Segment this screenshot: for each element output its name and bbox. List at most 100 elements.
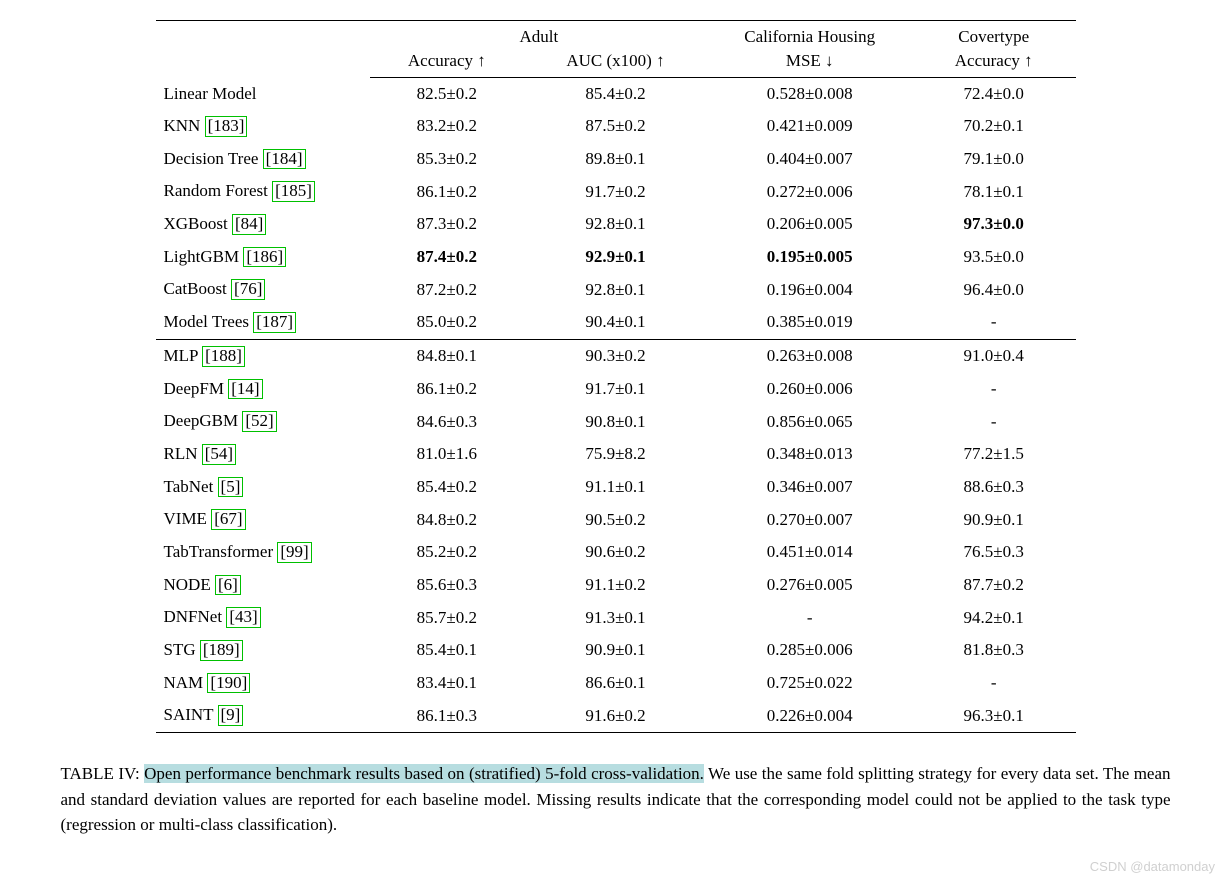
table-row: RLN [54]81.0±1.675.9±8.20.348±0.01377.2±… <box>156 438 1076 471</box>
citation-ref[interactable]: [14] <box>228 379 262 400</box>
col-mse: MSE ↓ <box>707 49 911 78</box>
cell-accuracy: 84.8±0.1 <box>370 339 523 372</box>
cell-auc: 91.7±0.2 <box>523 175 707 208</box>
cell-cover: 79.1±0.0 <box>912 143 1076 176</box>
citation-ref[interactable]: [183] <box>205 116 248 137</box>
cell-auc: 92.9±0.1 <box>523 241 707 274</box>
citation-ref[interactable]: [52] <box>242 411 276 432</box>
cell-accuracy: 85.2±0.2 <box>370 536 523 569</box>
cell-mse: 0.206±0.005 <box>707 208 911 241</box>
cell-mse: 0.421±0.009 <box>707 110 911 143</box>
cell-auc: 90.4±0.1 <box>523 306 707 339</box>
model-name: MLP [188] <box>156 339 371 372</box>
cell-cover: - <box>912 373 1076 406</box>
cell-accuracy: 87.3±0.2 <box>370 208 523 241</box>
citation-ref[interactable]: [184] <box>263 149 306 170</box>
table-row: Decision Tree [184]85.3±0.289.8±0.10.404… <box>156 143 1076 176</box>
cell-accuracy: 85.4±0.2 <box>370 471 523 504</box>
cell-auc: 75.9±8.2 <box>523 438 707 471</box>
table-row: Model Trees [187]85.0±0.290.4±0.10.385±0… <box>156 306 1076 339</box>
model-name: VIME [67] <box>156 503 371 536</box>
table-row: NODE [6]85.6±0.391.1±0.20.276±0.00587.7±… <box>156 569 1076 602</box>
cell-accuracy: 81.0±1.6 <box>370 438 523 471</box>
citation-ref[interactable]: [185] <box>272 181 315 202</box>
citation-ref[interactable]: [186] <box>243 247 286 268</box>
cell-mse: 0.404±0.007 <box>707 143 911 176</box>
citation-ref[interactable]: [84] <box>232 214 266 235</box>
cell-cover: 96.3±0.1 <box>912 699 1076 732</box>
citation-ref[interactable]: [6] <box>215 575 241 596</box>
citation-ref[interactable]: [5] <box>218 477 244 498</box>
citation-ref[interactable]: [67] <box>211 509 245 530</box>
table-row: DeepGBM [52]84.6±0.390.8±0.10.856±0.065- <box>156 405 1076 438</box>
citation-ref[interactable]: [188] <box>202 346 245 367</box>
model-name: LightGBM [186] <box>156 241 371 274</box>
cell-cover: 72.4±0.0 <box>912 78 1076 111</box>
cell-accuracy: 85.7±0.2 <box>370 601 523 634</box>
cell-auc: 92.8±0.1 <box>523 273 707 306</box>
citation-ref[interactable]: [54] <box>202 444 236 465</box>
table-row: NAM [190]83.4±0.186.6±0.10.725±0.022- <box>156 667 1076 700</box>
cell-cover: 96.4±0.0 <box>912 273 1076 306</box>
citation-ref[interactable]: [9] <box>218 705 244 726</box>
cell-auc: 90.8±0.1 <box>523 405 707 438</box>
citation-ref[interactable]: [187] <box>253 312 296 333</box>
cell-accuracy: 84.8±0.2 <box>370 503 523 536</box>
cell-auc: 90.3±0.2 <box>523 339 707 372</box>
caption-label: TABLE IV: <box>61 764 140 783</box>
cell-mse: 0.451±0.014 <box>707 536 911 569</box>
citation-ref[interactable]: [99] <box>277 542 311 563</box>
cell-auc: 87.5±0.2 <box>523 110 707 143</box>
model-name: CatBoost [76] <box>156 273 371 306</box>
cell-accuracy: 87.2±0.2 <box>370 273 523 306</box>
citation-ref[interactable]: [190] <box>207 673 250 694</box>
cell-mse: 0.195±0.005 <box>707 241 911 274</box>
cell-cover: 93.5±0.0 <box>912 241 1076 274</box>
cell-mse: 0.725±0.022 <box>707 667 911 700</box>
cell-auc: 86.6±0.1 <box>523 667 707 700</box>
cell-auc: 90.6±0.2 <box>523 536 707 569</box>
citation-ref[interactable]: [189] <box>200 640 243 661</box>
cell-auc: 85.4±0.2 <box>523 78 707 111</box>
col-group-california: California Housing <box>707 21 911 50</box>
citation-ref[interactable]: [76] <box>231 279 265 300</box>
cell-mse: 0.263±0.008 <box>707 339 911 372</box>
table-row: CatBoost [76]87.2±0.292.8±0.10.196±0.004… <box>156 273 1076 306</box>
cell-auc: 90.9±0.1 <box>523 634 707 667</box>
cell-mse: 0.260±0.006 <box>707 373 911 406</box>
cell-cover: 77.2±1.5 <box>912 438 1076 471</box>
cell-accuracy: 83.2±0.2 <box>370 110 523 143</box>
cell-accuracy: 85.0±0.2 <box>370 306 523 339</box>
cell-auc: 92.8±0.1 <box>523 208 707 241</box>
model-name: DNFNet [43] <box>156 601 371 634</box>
model-name: Decision Tree [184] <box>156 143 371 176</box>
cell-cover: 91.0±0.4 <box>912 339 1076 372</box>
cell-accuracy: 83.4±0.1 <box>370 667 523 700</box>
cell-mse: 0.346±0.007 <box>707 471 911 504</box>
model-name: Model Trees [187] <box>156 306 371 339</box>
cell-cover: - <box>912 306 1076 339</box>
cell-accuracy: 85.3±0.2 <box>370 143 523 176</box>
table-row: DNFNet [43]85.7±0.291.3±0.1-94.2±0.1 <box>156 601 1076 634</box>
cell-cover: 87.7±0.2 <box>912 569 1076 602</box>
cell-cover: 81.8±0.3 <box>912 634 1076 667</box>
cell-mse: 0.272±0.006 <box>707 175 911 208</box>
table-row: Linear Model82.5±0.285.4±0.20.528±0.0087… <box>156 78 1076 111</box>
cell-cover: - <box>912 405 1076 438</box>
cell-auc: 91.7±0.1 <box>523 373 707 406</box>
model-name: DeepGBM [52] <box>156 405 371 438</box>
table-body-classical: Linear Model82.5±0.285.4±0.20.528±0.0087… <box>156 78 1076 340</box>
cell-mse: 0.856±0.065 <box>707 405 911 438</box>
col-group-covertype: Covertype <box>912 21 1076 50</box>
table-row: XGBoost [84]87.3±0.292.8±0.10.206±0.0059… <box>156 208 1076 241</box>
cell-cover: 94.2±0.1 <box>912 601 1076 634</box>
table-row: STG [189]85.4±0.190.9±0.10.285±0.00681.8… <box>156 634 1076 667</box>
citation-ref[interactable]: [43] <box>226 607 260 628</box>
cell-auc: 91.6±0.2 <box>523 699 707 732</box>
cell-cover: 97.3±0.0 <box>912 208 1076 241</box>
watermark: CSDN @datamonday <box>1090 859 1215 874</box>
col-accuracy: Accuracy ↑ <box>370 49 523 78</box>
cell-accuracy: 86.1±0.2 <box>370 175 523 208</box>
cell-mse: 0.226±0.004 <box>707 699 911 732</box>
model-name: KNN [183] <box>156 110 371 143</box>
